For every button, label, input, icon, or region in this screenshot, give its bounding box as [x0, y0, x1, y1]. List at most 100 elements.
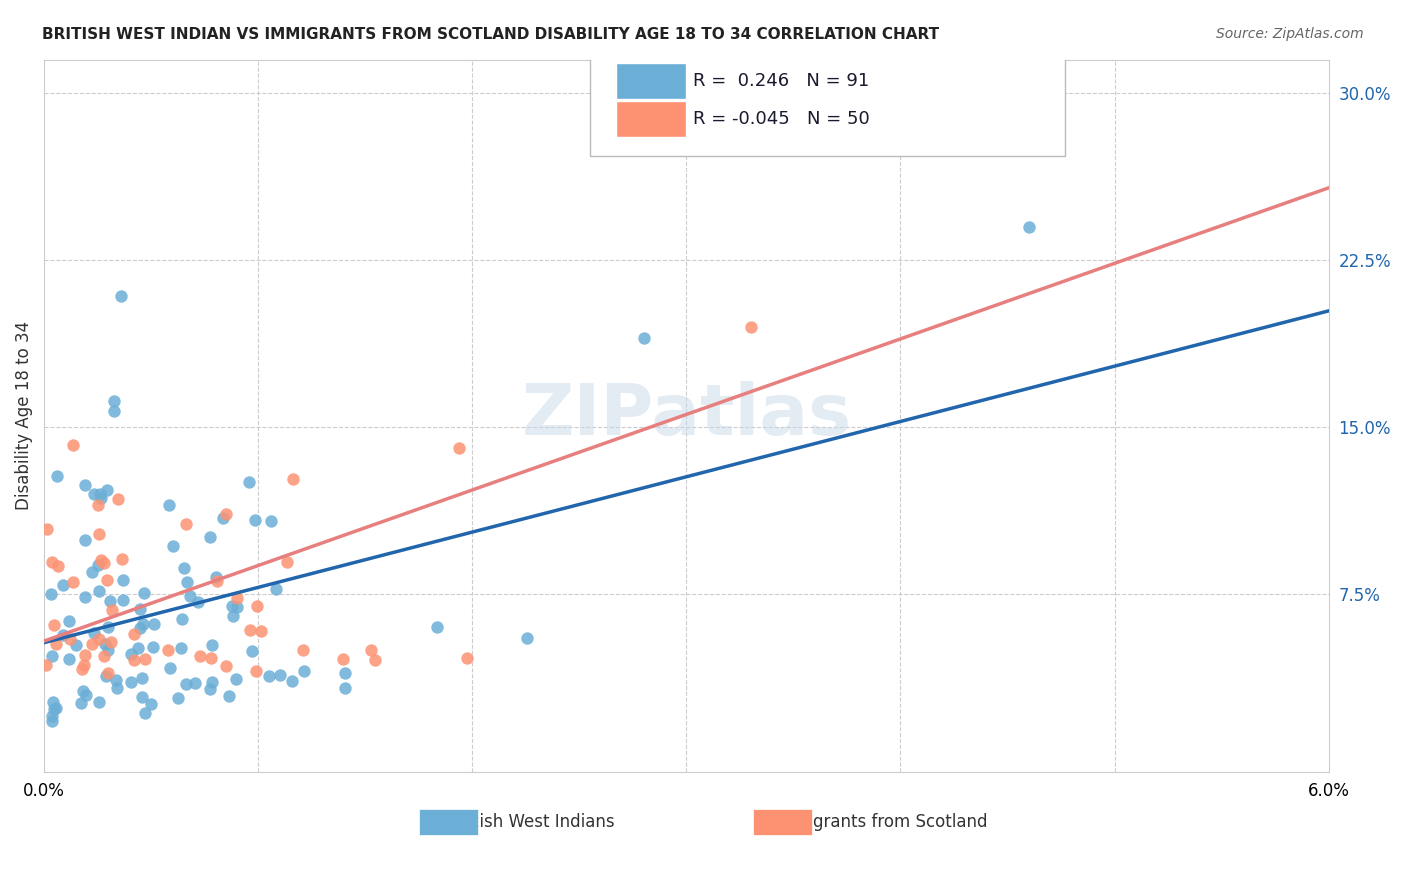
- Point: [179, 590, 201, 604]
- Point: [157, 498, 180, 512]
- Point: [96, 574, 118, 588]
- Point: [173, 561, 195, 575]
- Point: [132, 586, 155, 600]
- Point: [360, 643, 382, 657]
- Point: [447, 441, 470, 455]
- Point: [218, 689, 240, 703]
- Point: [110, 288, 132, 302]
- Point: [127, 641, 149, 656]
- FancyBboxPatch shape: [616, 63, 686, 99]
- Point: [75, 688, 97, 702]
- Point: [111, 552, 134, 566]
- Text: Source: ZipAtlas.com: Source: ZipAtlas.com: [1216, 27, 1364, 41]
- Point: [83, 487, 105, 501]
- Text: R =  0.246   N = 91: R = 0.246 N = 91: [693, 72, 869, 90]
- Text: Immigrants from Scotland: Immigrants from Scotland: [770, 813, 987, 830]
- Point: [333, 681, 356, 695]
- Point: [73, 533, 96, 547]
- Point: [134, 652, 156, 666]
- Point: [249, 624, 271, 639]
- Point: [72, 662, 94, 676]
- Point: [124, 627, 146, 641]
- Point: [238, 475, 260, 489]
- Point: [143, 617, 166, 632]
- Point: [215, 507, 238, 521]
- Point: [156, 643, 179, 657]
- Point: [41, 714, 63, 728]
- Point: [128, 601, 150, 615]
- Point: [75, 648, 97, 662]
- Point: [184, 676, 207, 690]
- Point: [516, 631, 538, 645]
- Text: ZIPatlas: ZIPatlas: [522, 381, 852, 450]
- Point: [260, 514, 283, 528]
- Point: [73, 590, 96, 604]
- Point: [276, 555, 298, 569]
- Point: [132, 617, 155, 632]
- Point: [200, 682, 222, 697]
- Point: [105, 673, 128, 687]
- Point: [332, 652, 354, 666]
- Point: [221, 599, 243, 613]
- Point: [120, 647, 142, 661]
- Point: [142, 640, 165, 654]
- Point: [62, 438, 84, 452]
- Point: [70, 696, 93, 710]
- Point: [188, 648, 211, 663]
- Point: [201, 675, 224, 690]
- Point: [87, 696, 110, 710]
- Point: [96, 483, 118, 498]
- Point: [87, 498, 110, 512]
- Point: [41, 555, 63, 569]
- Point: [46, 469, 69, 483]
- Point: [269, 668, 291, 682]
- Point: [176, 517, 198, 532]
- Text: British West Indians: British West Indians: [450, 813, 614, 830]
- Point: [39, 587, 62, 601]
- Point: [41, 648, 63, 663]
- Point: [82, 636, 104, 650]
- Point: [162, 539, 184, 553]
- Point: [176, 574, 198, 589]
- Point: [80, 566, 103, 580]
- Point: [245, 664, 267, 678]
- Point: [97, 665, 120, 680]
- Point: [89, 527, 111, 541]
- Point: [174, 676, 197, 690]
- FancyBboxPatch shape: [419, 809, 478, 835]
- Point: [246, 599, 269, 613]
- Point: [98, 594, 121, 608]
- Point: [93, 556, 115, 570]
- Point: [141, 697, 163, 711]
- Point: [226, 591, 249, 606]
- Point: [52, 628, 75, 642]
- Point: [170, 640, 193, 655]
- Point: [364, 653, 387, 667]
- Point: [240, 643, 263, 657]
- Point: [73, 477, 96, 491]
- Y-axis label: Disability Age 18 to 34: Disability Age 18 to 34: [15, 321, 32, 510]
- Point: [107, 491, 129, 506]
- Point: [426, 620, 449, 634]
- Point: [94, 637, 117, 651]
- Point: [239, 623, 262, 637]
- Point: [90, 491, 112, 505]
- Point: [131, 671, 153, 685]
- Point: [159, 661, 181, 675]
- Point: [226, 600, 249, 615]
- Point: [42, 695, 65, 709]
- Point: [100, 603, 122, 617]
- Point: [90, 553, 112, 567]
- FancyBboxPatch shape: [591, 49, 1066, 156]
- Point: [264, 582, 287, 596]
- Point: [83, 625, 105, 640]
- Point: [42, 618, 65, 632]
- Point: [283, 472, 305, 486]
- Point: [131, 690, 153, 704]
- Point: [45, 637, 67, 651]
- Text: R = -0.045   N = 50: R = -0.045 N = 50: [693, 110, 869, 128]
- Point: [45, 701, 67, 715]
- Point: [212, 511, 235, 525]
- Point: [35, 522, 58, 536]
- Point: [65, 638, 87, 652]
